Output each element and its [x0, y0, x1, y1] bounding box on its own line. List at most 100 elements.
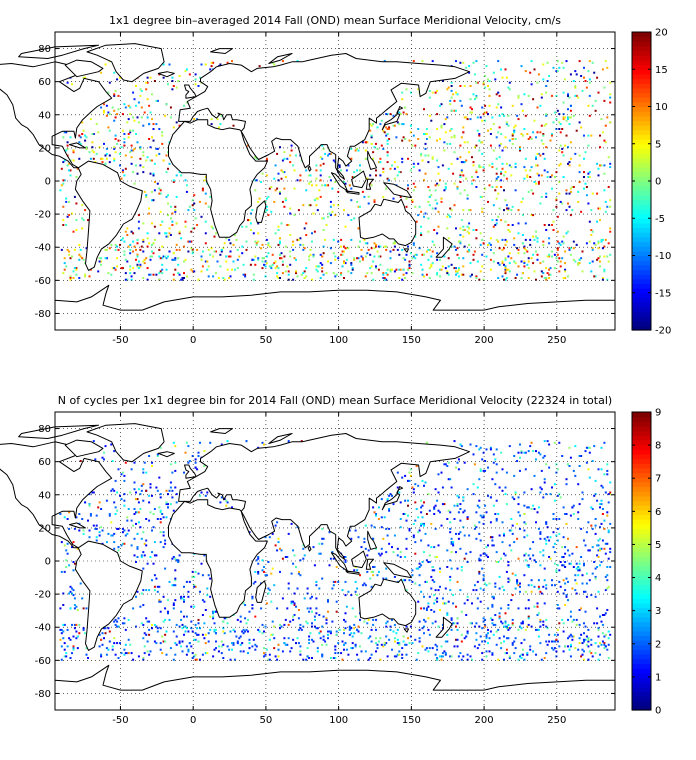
- data-bin: [66, 164, 69, 167]
- data-bin: [523, 247, 526, 250]
- data-bin: [156, 627, 159, 630]
- data-bin: [591, 508, 594, 510]
- data-bin: [84, 209, 87, 212]
- data-bin: [136, 141, 139, 144]
- data-bin: [287, 623, 290, 626]
- data-bin: [204, 63, 207, 66]
- data-bin: [149, 159, 152, 162]
- data-bin: [331, 587, 334, 590]
- data-bin: [129, 129, 132, 132]
- data-bin: [257, 557, 260, 560]
- data-bin: [197, 618, 200, 621]
- data-bin: [309, 174, 312, 177]
- colorbar-segment: [632, 556, 651, 562]
- data-bin: [319, 262, 322, 265]
- data-bin: [338, 166, 341, 169]
- data-bin: [559, 265, 562, 268]
- data-bin: [396, 554, 399, 557]
- data-bin: [591, 247, 594, 250]
- data-bin: [181, 623, 184, 626]
- y-tick-label: 80: [38, 44, 51, 55]
- data-bin: [529, 648, 532, 651]
- data-bin: [97, 506, 100, 509]
- data-bin: [484, 625, 487, 628]
- data-bin: [87, 219, 89, 222]
- data-bin: [116, 113, 119, 116]
- colorbar-segment: [632, 668, 651, 674]
- data-bin: [293, 614, 296, 616]
- data-bin: [552, 229, 555, 231]
- data-bin: [492, 149, 495, 152]
- data-bin: [151, 243, 153, 246]
- data-bin: [194, 83, 197, 86]
- data-bin: [178, 75, 181, 77]
- data-bin: [159, 496, 162, 499]
- data-bin: [439, 511, 441, 514]
- data-bin: [161, 263, 164, 266]
- data-bin: [167, 610, 169, 613]
- data-bin: [69, 136, 72, 139]
- data-bin: [472, 483, 475, 486]
- data-bin: [123, 103, 126, 106]
- data-bin: [450, 618, 453, 621]
- data-bin: [479, 635, 482, 638]
- data-bin: [479, 468, 482, 471]
- data-bin: [133, 272, 136, 275]
- borneo-land: [351, 170, 367, 189]
- data-bin: [162, 546, 165, 549]
- data-bin: [337, 204, 340, 207]
- colorbar-tick-label: 3: [655, 606, 661, 617]
- data-bin: [462, 174, 465, 177]
- data-bin: [517, 209, 520, 212]
- data-bin: [137, 101, 140, 104]
- data-bin: [543, 157, 546, 160]
- data-bin: [132, 91, 135, 94]
- java-land: [345, 570, 360, 575]
- data-bin: [405, 197, 408, 200]
- data-bin: [197, 572, 200, 575]
- data-bin: [532, 650, 535, 653]
- data-bin: [228, 277, 231, 279]
- data-bin: [562, 154, 565, 157]
- data-bin: [434, 504, 437, 507]
- data-bin: [478, 134, 481, 137]
- data-bin: [183, 615, 185, 618]
- data-bin: [535, 278, 537, 281]
- data-bin: [551, 224, 553, 226]
- data-bin: [431, 250, 434, 253]
- data-bin: [580, 655, 583, 658]
- data-bin: [104, 445, 107, 448]
- data-bin: [473, 73, 476, 76]
- data-bin: [599, 506, 601, 509]
- data-bin: [399, 551, 402, 554]
- data-bin: [460, 219, 463, 222]
- data-bin: [63, 570, 66, 573]
- data-bin: [354, 645, 357, 648]
- data-bin: [95, 539, 98, 542]
- data-bin: [123, 133, 126, 135]
- data-bin: [569, 73, 572, 76]
- data-bin: [596, 566, 599, 568]
- data-bin: [472, 493, 475, 496]
- data-bin: [207, 574, 210, 577]
- data-bin: [514, 491, 517, 494]
- data-bin: [520, 103, 523, 106]
- data-bin: [264, 574, 267, 577]
- data-bin: [481, 195, 484, 198]
- data-bin: [551, 584, 553, 587]
- data-bin: [436, 159, 439, 162]
- data-bin: [295, 605, 297, 608]
- data-bin: [152, 513, 155, 515]
- data-bin: [245, 622, 248, 625]
- data-bin: [297, 572, 300, 575]
- data-bin: [213, 628, 216, 631]
- data-bin: [311, 638, 313, 641]
- data-bin: [129, 131, 132, 134]
- data-bin: [303, 597, 306, 600]
- data-bin: [439, 179, 441, 182]
- data-bin: [357, 536, 360, 539]
- data-bin: [370, 136, 373, 139]
- data-bin: [265, 209, 268, 212]
- data-bin: [412, 189, 415, 192]
- data-bin: [140, 554, 143, 557]
